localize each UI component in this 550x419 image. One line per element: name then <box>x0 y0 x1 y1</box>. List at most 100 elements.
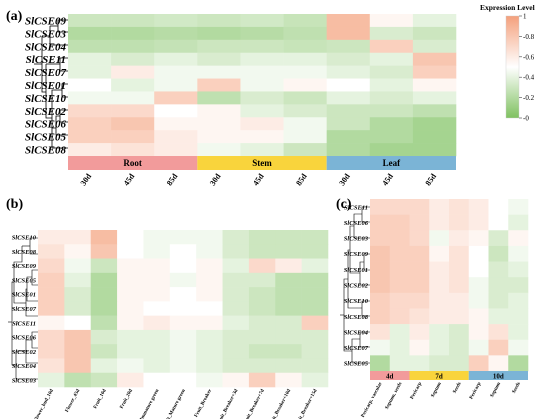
heatmap-cell-c-slcse10-2 <box>409 292 430 309</box>
heatmap-cell-a-slcse04-4 <box>240 39 284 54</box>
heatmap-cell-a-slcse07-1 <box>111 65 155 79</box>
heatmap-cell-a-slcse02-2 <box>154 104 198 118</box>
heatmap-cell-c-slcse03-1 <box>389 230 410 247</box>
heatmap-cell-a-slcse06-4 <box>240 117 284 131</box>
heatmap-cell-b-slcse07-5 <box>169 301 197 316</box>
heatmap-cell-a-slcse07-0 <box>68 65 112 79</box>
heatmap-cell-b-slcse10-1 <box>64 230 92 245</box>
legend-tick-label-5: -0 <box>523 115 529 123</box>
column-label-b-5: Fruit_Mature green <box>162 388 187 419</box>
heatmap-cell-b-slcse05-2 <box>90 272 118 288</box>
heatmap-cell-c-slcse05-2 <box>409 355 430 372</box>
heatmap-cell-c-slcse01-4 <box>449 261 470 278</box>
column-label-c-1: Septum, seeds <box>385 382 404 411</box>
heatmap-cell-a-slcse01-6 <box>326 78 371 92</box>
heatmap-cell-b-slcse09-6 <box>196 258 223 274</box>
heatmap-cell-b-slcse05-6 <box>196 272 223 288</box>
heatmap-cell-c-slcse11-6 <box>488 199 509 215</box>
heatmap-cell-b-slcse01-3 <box>117 287 144 302</box>
heatmap-cell-b-slcse07-6 <box>196 301 223 316</box>
row-label-a-slcse04: SlCSE04 <box>25 41 66 53</box>
heatmap-cell-a-slcse06-1 <box>111 117 155 131</box>
group-bar-a-stem <box>197 156 327 170</box>
heatmap-cell-a-slcse02-4 <box>240 104 284 118</box>
heatmap-cell-c-slcse08-1 <box>389 308 410 325</box>
panel-a-label: (a) <box>6 9 23 24</box>
heatmap-cell-a-slcse10-4 <box>240 91 284 105</box>
heatmap-cell-b-slcse05-4 <box>143 272 171 288</box>
heatmap-cell-c-slcse05-5 <box>468 355 489 372</box>
heatmap-cell-a-slcse07-6 <box>326 65 371 79</box>
heatmap-cell-b-slcse01-2 <box>90 287 118 302</box>
row-label-b-slcse03: SlCSE03 <box>12 377 37 384</box>
heatmap-cell-a-slcse01-0 <box>68 78 112 92</box>
heatmap-cell-c-slcse11-3 <box>429 199 450 215</box>
heatmap-cell-c-slcse02-4 <box>449 277 470 294</box>
heatmap-cell-b-slcse06-3 <box>117 329 144 345</box>
heatmap-cell-b-slcse07-9 <box>275 301 302 316</box>
group-label-c-7d: 7d <box>435 373 443 381</box>
heatmap-cell-b-slcse07-4 <box>143 301 171 316</box>
column-label-b-3: Fruit_20d <box>120 388 135 409</box>
heatmap-cell-c-slcse07-4 <box>449 339 470 356</box>
heatmap-cell-a-slcse08-5 <box>283 143 327 157</box>
row-label-b-slcse07: SlCSE07 <box>12 306 37 313</box>
heatmap-cell-b-slcse04-2 <box>90 358 118 374</box>
heatmap-cell-a-slcse03-5 <box>283 26 327 41</box>
heatmap-cell-b-slcse09-9 <box>275 258 302 274</box>
heatmap-cell-a-slcse02-0 <box>68 104 112 118</box>
heatmap-cell-b-slcse09-0 <box>38 258 65 274</box>
heatmap-cell-a-slcse06-0 <box>68 117 112 131</box>
heatmap-cell-b-slcse10-7 <box>222 230 250 245</box>
heatmap-cell-b-slcse02-6 <box>196 344 223 359</box>
heatmap-cell-b-slcse08-9 <box>275 244 302 259</box>
heatmap-cell-c-slcse09-7 <box>508 245 529 262</box>
heatmap-cell-c-slcse07-1 <box>389 339 410 356</box>
heatmap-cell-b-slcse02-1 <box>64 344 92 359</box>
legend-ticks: 1 -0.8 -0.6 -0.4 -0.2 -0 <box>519 13 535 123</box>
heatmap-cell-b-slcse01-1 <box>64 287 92 302</box>
heatmap-cell-c-slcse03-5 <box>468 230 489 247</box>
row-label-c-slcse08: SlCSE08 <box>344 314 369 321</box>
heatmap-cell-a-slcse11-2 <box>154 52 198 66</box>
row-label-a-slcse09: SlCSE09 <box>25 15 66 27</box>
heatmap-cell-a-slcse06-2 <box>154 117 198 131</box>
heatmap-cell-b-slcse08-8 <box>248 244 276 259</box>
row-label-a-slcse02: SlCSE02 <box>25 106 66 118</box>
heatmap-cell-b-slcse10-0 <box>38 230 65 245</box>
dendrogram-c <box>340 206 370 364</box>
heatmap-panel-c: SlCSE11 SlCSE06 SlCSE03 SlCSE09 SlCSE01 SlCSE… <box>344 199 529 419</box>
heatmap-cell-c-slcse01-1 <box>389 261 410 278</box>
row-label-c-slcse03: SlCSE03 <box>344 236 369 243</box>
heatmap-cell-a-slcse04-2 <box>154 39 198 54</box>
heatmap-cell-a-slcse04-5 <box>283 39 327 54</box>
heatmap-cell-c-slcse04-4 <box>449 324 470 341</box>
heatmap-cell-a-slcse05-5 <box>283 130 327 144</box>
heatmap-cell-c-slcse02-7 <box>508 277 529 294</box>
row-label-a-slcse08: SlCSE08 <box>25 145 66 157</box>
heatmap-cell-b-slcse09-10 <box>301 258 329 274</box>
heatmap-cell-c-slcse10-6 <box>488 292 509 309</box>
heatmap-panel-b: SlCSE10 SlCSE08 SlCSE09 SlCSE05 SlCSE01 SlCSE… <box>12 230 329 419</box>
heatmap-cell-a-slcse03-8 <box>412 26 457 41</box>
heatmap-cell-a-slcse07-7 <box>369 65 414 79</box>
heatmap-cell-a-slcse03-2 <box>154 26 198 41</box>
heatmap-cell-b-slcse10-4 <box>143 230 171 245</box>
heatmap-cell-b-slcse01-9 <box>275 287 302 302</box>
heatmap-cell-a-slcse02-1 <box>111 104 155 118</box>
heatmap-cell-b-slcse05-9 <box>275 272 302 288</box>
heatmap-cell-c-slcse01-3 <box>429 261 450 278</box>
heatmap-cell-c-slcse08-6 <box>488 308 509 325</box>
heatmap-cell-a-slcse10-0 <box>68 91 112 105</box>
heatmap-cell-c-slcse02-2 <box>409 277 430 294</box>
heatmap-cell-b-slcse03-4 <box>143 372 171 388</box>
heatmap-cell-c-slcse01-2 <box>409 261 430 278</box>
row-label-b-slcse05: SlCSE05 <box>12 277 37 284</box>
heatmap-cell-c-slcse10-4 <box>449 292 470 309</box>
heatmap-cell-b-slcse01-6 <box>196 287 223 302</box>
heatmap-cell-a-slcse01-2 <box>154 78 198 92</box>
heatmap-cell-c-slcse03-0 <box>370 230 391 247</box>
heatmap-cell-c-slcse08-7 <box>508 308 529 325</box>
group-label-a-root: Root <box>123 158 142 168</box>
heatmap-cell-b-slcse11-6 <box>196 315 223 331</box>
